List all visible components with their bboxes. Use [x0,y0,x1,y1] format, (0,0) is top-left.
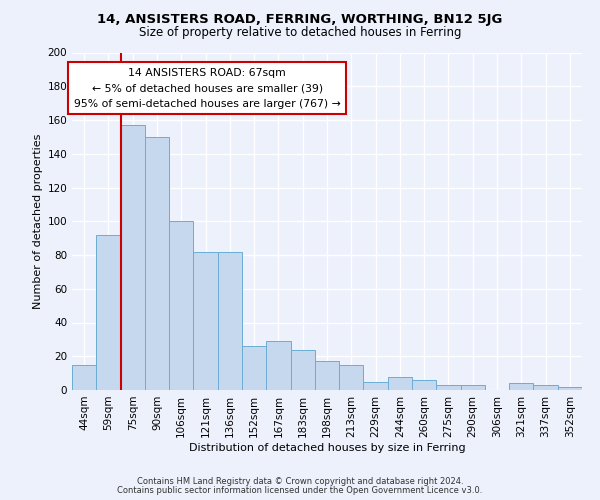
Text: 14 ANSISTERS ROAD: 67sqm
← 5% of detached houses are smaller (39)
95% of semi-de: 14 ANSISTERS ROAD: 67sqm ← 5% of detache… [74,68,341,109]
Bar [412,380,436,390]
Bar [169,221,193,390]
Bar [290,350,315,390]
Text: 14, ANSISTERS ROAD, FERRING, WORTHING, BN12 5JG: 14, ANSISTERS ROAD, FERRING, WORTHING, B… [97,12,503,26]
Bar [72,364,96,390]
Bar [533,385,558,390]
Bar [193,252,218,390]
Bar [218,252,242,390]
Text: Size of property relative to detached houses in Ferring: Size of property relative to detached ho… [139,26,461,39]
Bar [315,362,339,390]
Bar [121,125,145,390]
Bar [339,364,364,390]
Y-axis label: Number of detached properties: Number of detached properties [33,134,43,309]
Text: Contains public sector information licensed under the Open Government Licence v3: Contains public sector information licen… [118,486,482,495]
X-axis label: Distribution of detached houses by size in Ferring: Distribution of detached houses by size … [188,442,466,452]
Bar [242,346,266,390]
Bar [145,137,169,390]
Bar [436,385,461,390]
Bar [461,385,485,390]
Bar [364,382,388,390]
Text: Contains HM Land Registry data © Crown copyright and database right 2024.: Contains HM Land Registry data © Crown c… [137,477,463,486]
Bar [266,341,290,390]
Bar [558,386,582,390]
Bar [509,383,533,390]
Bar [96,235,121,390]
Bar [388,376,412,390]
